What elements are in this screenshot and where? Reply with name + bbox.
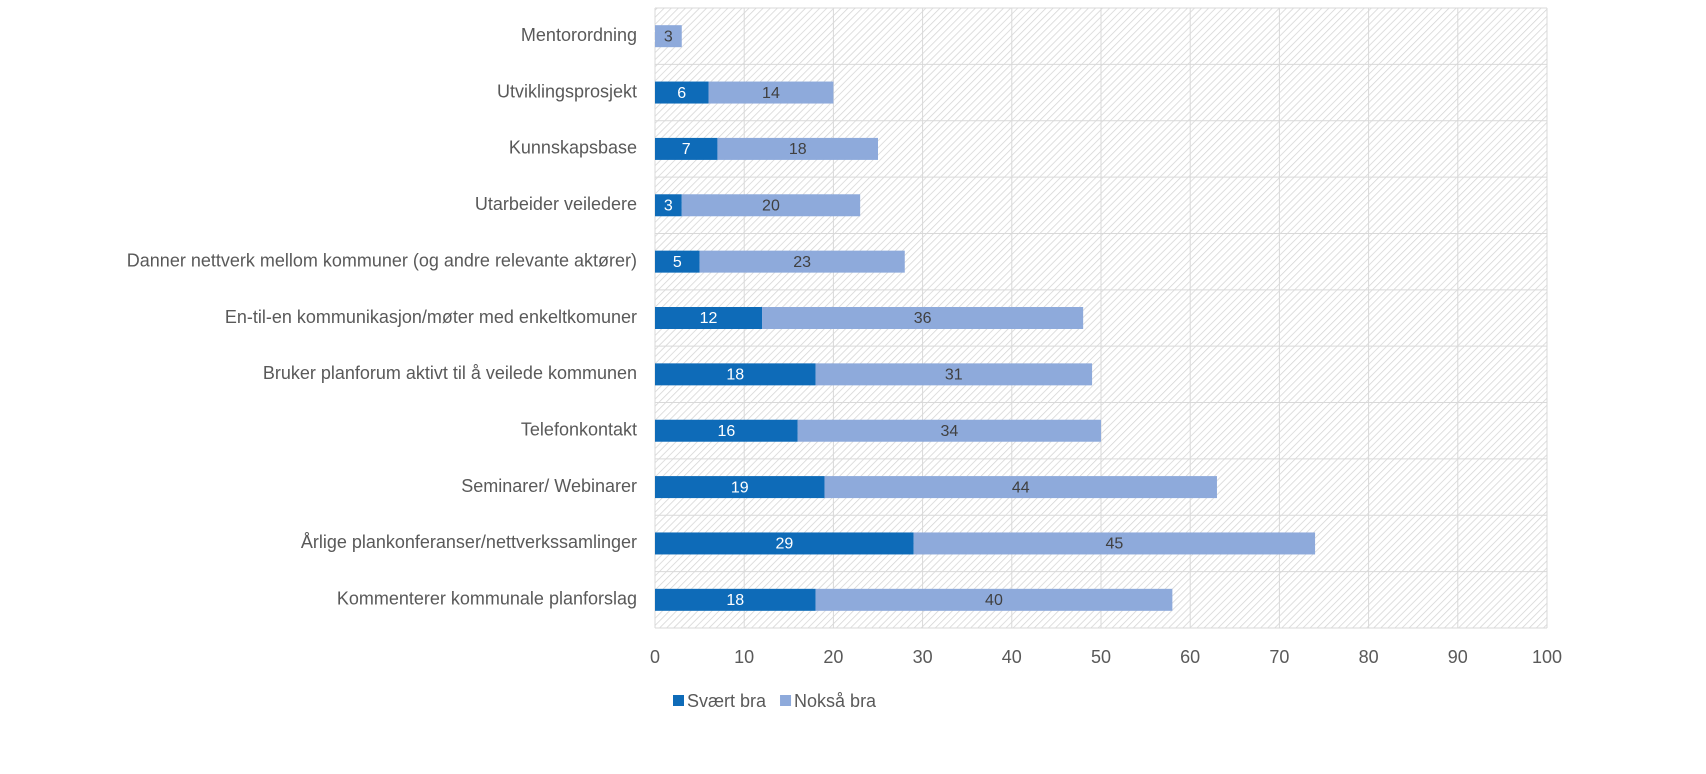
value-label: 18 [726,367,744,384]
x-tick-label: 70 [1269,647,1289,667]
x-tick-label: 20 [823,647,843,667]
legend-swatch [673,695,684,706]
legend-swatch [780,695,792,706]
category-label: Seminarer/ Webinarer [461,476,637,496]
value-label: 31 [945,367,963,384]
value-label: 3 [664,28,673,45]
x-tick-label: 60 [1180,647,1200,667]
value-label: 6 [677,85,686,102]
x-tick-label: 100 [1532,647,1562,667]
x-tick-label: 50 [1091,647,1111,667]
bar-segment [815,588,1173,611]
legend-label: Nokså bra [794,691,877,711]
bar-segment [655,588,816,611]
bar-segment [681,194,861,217]
bar-segment [708,81,834,104]
x-tick-label: 0 [650,647,660,667]
value-label: 16 [717,423,735,440]
value-label: 40 [985,592,1003,609]
bar-segment [655,532,914,555]
bar-segment [655,81,709,104]
bar-segment [655,363,816,386]
bar-segment [655,194,682,217]
category-label: Telefonkontakt [521,419,637,439]
value-label: 44 [1012,479,1030,496]
bar-segment [655,419,798,442]
value-label: 3 [664,197,673,214]
bar-segment [797,419,1101,442]
value-label: 14 [762,85,780,102]
legend-label: Svært bra [687,691,767,711]
category-label: En-til-en kommunikasjon/møter med enkelt… [225,307,637,327]
x-tick-label: 10 [734,647,754,667]
bar-segment [655,250,700,273]
x-tick-label: 40 [1002,647,1022,667]
category-label: Utviklingsprosjekt [497,81,637,101]
bar-segment [699,250,905,273]
category-label: Kommenterer kommunale planforslag [337,589,637,609]
bar-segment [762,307,1084,329]
value-label: 45 [1105,536,1123,553]
x-tick-label: 80 [1359,647,1379,667]
value-label: 29 [775,536,793,553]
bar-segment [655,25,682,48]
value-label: 5 [673,254,682,271]
value-label: 19 [731,479,749,496]
value-label: 7 [682,141,691,158]
value-label: 23 [793,254,811,271]
value-label: 20 [762,197,780,214]
value-label: 36 [914,310,932,327]
bar-segment [815,363,1093,386]
value-label: 18 [726,592,744,609]
category-label: Bruker planforum aktivt til å veilede ko… [263,363,637,383]
category-label: Årlige plankonferanser/nettverkssamlinge… [301,532,637,552]
category-label: Kunnskapsbase [509,138,637,158]
bar-segment [655,307,763,329]
value-label: 18 [789,141,807,158]
value-label: 12 [700,310,718,327]
bar-segment [913,532,1316,555]
bar-segment [655,476,825,499]
x-tick-label: 90 [1448,647,1468,667]
value-label: 34 [940,423,958,440]
bar-segment [655,137,718,160]
x-tick-label: 30 [913,647,933,667]
bar-segment [824,476,1217,499]
category-label: Danner nettverk mellom kommuner (og andr… [127,250,637,270]
category-label: Mentorordning [521,25,637,45]
category-label: Utarbeider veiledere [475,194,637,214]
bar-segment [717,137,878,160]
